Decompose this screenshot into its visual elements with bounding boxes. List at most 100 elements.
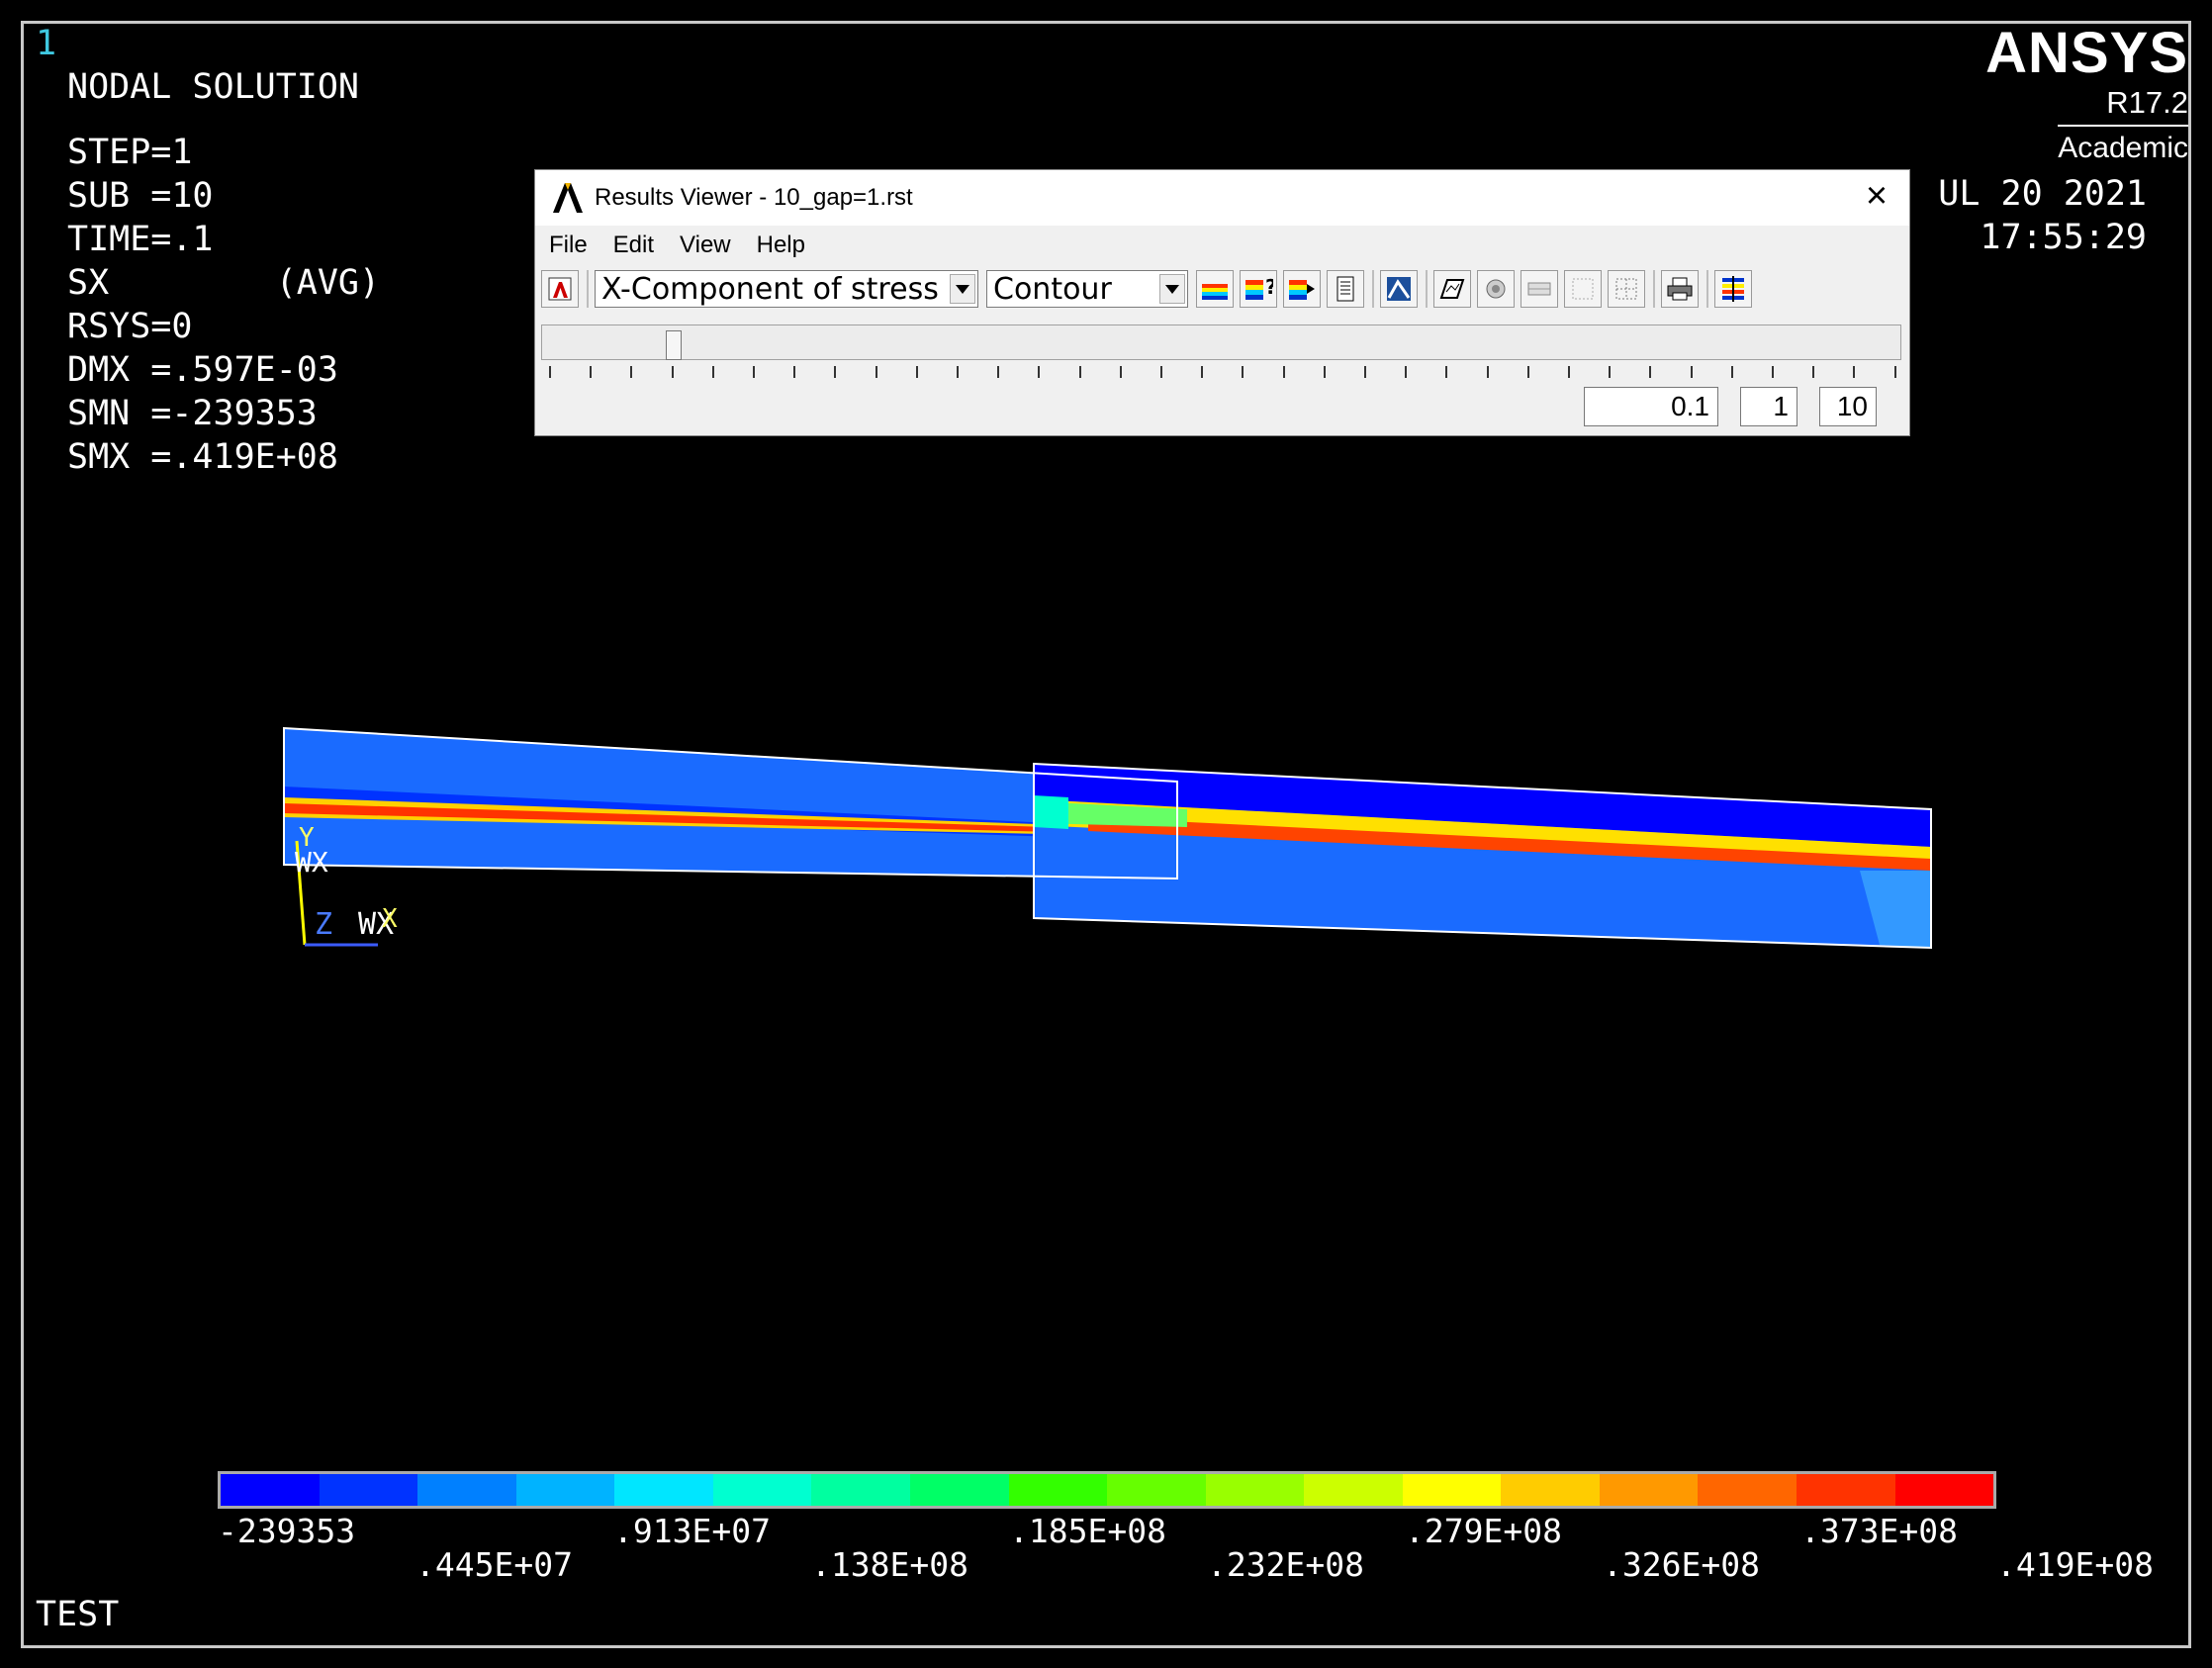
- slider-tick: [1690, 366, 1693, 378]
- date-text: UL 20 2021: [1938, 174, 2147, 214]
- logo-version: R17.2: [2106, 85, 2188, 120]
- view-options-button[interactable]: [1433, 270, 1471, 308]
- substep-value-field[interactable]: 10: [1819, 387, 1877, 426]
- slider-tick: [1242, 366, 1244, 378]
- slider-tick: [1078, 366, 1081, 378]
- result-item-icon: [548, 277, 572, 301]
- choose-result-item-button[interactable]: [541, 270, 579, 308]
- step-value-field[interactable]: 1: [1740, 387, 1797, 426]
- list-results-button[interactable]: [1327, 270, 1364, 308]
- graphics-frame: [21, 21, 2191, 1648]
- legend-label-5: .232E+08: [1207, 1545, 1364, 1584]
- legend-label-2: .913E+07: [613, 1512, 771, 1550]
- slider-tick: [1201, 366, 1204, 378]
- grid-button-b[interactable]: [1608, 270, 1645, 308]
- slider-tick: [793, 366, 796, 378]
- legend-band-17: [1894, 1474, 1994, 1506]
- slider-tick: [1364, 366, 1366, 378]
- slider-tick: [875, 366, 877, 378]
- left-beam-outline: [283, 726, 1178, 880]
- time-slider-track[interactable]: [541, 324, 1901, 360]
- slider-tick: [1526, 366, 1529, 378]
- results-viewer-window[interactable]: Results Viewer - 10_gap=1.rst × File Edi…: [534, 169, 1910, 436]
- date-time: UL 20 2021 17:55:29: [1938, 172, 2147, 259]
- plot-type-dropdown-icon[interactable]: [1159, 274, 1185, 304]
- slider-tick: [957, 366, 959, 378]
- results-settings-button[interactable]: [1714, 270, 1752, 308]
- printer-icon: [1667, 277, 1693, 301]
- triad-wx-top-label: WX: [295, 846, 328, 879]
- toolbar-separator: [1426, 270, 1428, 308]
- legend-band-7: [909, 1474, 1009, 1506]
- display-b-icon: [1527, 282, 1551, 296]
- legend-band-13: [1501, 1474, 1600, 1506]
- slider-tick: [630, 366, 633, 378]
- ansys-logo: ANSYS R17.2 Academic: [1985, 24, 2188, 168]
- list-icon: [1336, 276, 1354, 302]
- legend-band-10: [1205, 1474, 1305, 1506]
- plot-type-select[interactable]: Contour: [986, 270, 1188, 308]
- query-results-button[interactable]: ?: [1240, 270, 1277, 308]
- info-line-smn: SMN =-239353: [67, 394, 318, 433]
- results-viewer-titlebar[interactable]: Results Viewer - 10_gap=1.rst ×: [535, 170, 1909, 226]
- legend-band-0: [221, 1474, 320, 1506]
- menu-view[interactable]: View: [680, 232, 731, 258]
- info-line-sub: SUB =10: [67, 176, 214, 216]
- info-line-rsys: RSYS=0: [67, 307, 193, 346]
- right-beam: [1034, 764, 1931, 948]
- slider-tick: [711, 366, 714, 378]
- time-slider-thumb[interactable]: [666, 330, 682, 360]
- slider-tick: [1853, 366, 1856, 378]
- plot-type-value: Contour: [993, 271, 1112, 307]
- close-button[interactable]: ×: [1865, 175, 1889, 217]
- legend-band-16: [1797, 1474, 1895, 1506]
- time-value-field[interactable]: 0.1: [1584, 387, 1718, 426]
- display-button-a[interactable]: [1477, 270, 1515, 308]
- grid-b-icon: [1615, 278, 1637, 300]
- menu-bar: File Edit View Help: [535, 226, 1909, 265]
- grid-button-a[interactable]: [1564, 270, 1602, 308]
- result-item-value: X-Component of stress: [601, 271, 939, 307]
- menu-help[interactable]: Help: [756, 232, 805, 258]
- menu-edit[interactable]: Edit: [612, 232, 655, 258]
- legend-label-8: .373E+08: [1800, 1512, 1958, 1550]
- slider-tick: [1568, 366, 1570, 378]
- slider-tick: [1812, 366, 1815, 378]
- legend-band-6: [811, 1474, 910, 1506]
- animate-button[interactable]: [1283, 270, 1321, 308]
- slider-tick: [1282, 366, 1285, 378]
- legend-label-1: .445E+07: [415, 1545, 573, 1584]
- legend-label-4: .185E+08: [1009, 1512, 1166, 1550]
- legend-label-9: .419E+08: [1996, 1545, 2154, 1584]
- toolbar-separator: [1653, 270, 1655, 308]
- logo-edition: Academic: [2058, 125, 2188, 168]
- menu-file[interactable]: File: [549, 232, 588, 258]
- graph-icon: [1387, 277, 1411, 301]
- display-a-icon: [1486, 279, 1506, 299]
- slider-tick: [1160, 366, 1162, 378]
- footer-title: TEST: [36, 1595, 120, 1634]
- legend-band-14: [1599, 1474, 1699, 1506]
- display-button-b[interactable]: [1521, 270, 1558, 308]
- settings-icon: [1722, 276, 1744, 302]
- slider-tick: [549, 366, 551, 378]
- slider-tick: [1038, 366, 1041, 378]
- slider-tick: [1649, 366, 1652, 378]
- slider-tick: [590, 366, 593, 378]
- graph-results-button[interactable]: [1380, 270, 1418, 308]
- slider-tick: [1323, 366, 1326, 378]
- ansys-app-icon: [553, 183, 583, 213]
- legend-label-0: -239353: [218, 1512, 356, 1550]
- legend-band-12: [1402, 1474, 1502, 1506]
- info-line-step: STEP=1: [67, 133, 193, 172]
- slider-tick: [1405, 366, 1408, 378]
- right-beam-outline: [1033, 762, 1932, 950]
- print-button[interactable]: [1661, 270, 1699, 308]
- toolbar-separator: [587, 270, 589, 308]
- grid-a-icon: [1572, 278, 1594, 300]
- slider-tick: [1119, 366, 1122, 378]
- contour-plot-button[interactable]: [1196, 270, 1234, 308]
- result-item-dropdown-icon[interactable]: [950, 274, 975, 304]
- logo-brand: ANSYS: [1985, 21, 2188, 85]
- result-item-select[interactable]: X-Component of stress: [595, 270, 978, 308]
